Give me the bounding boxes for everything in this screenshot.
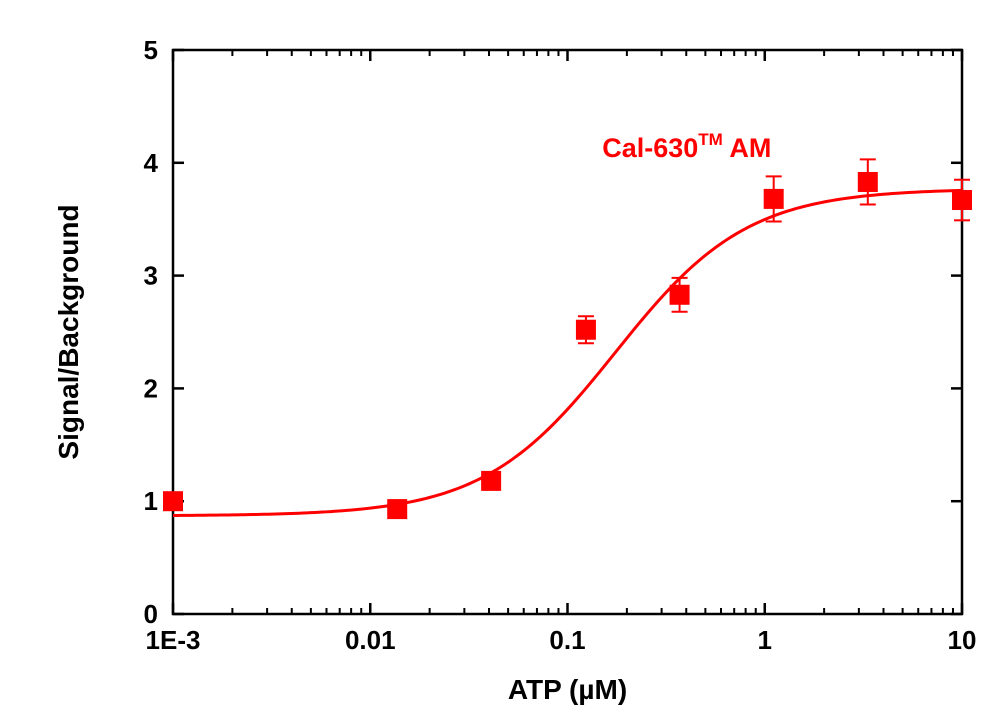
fit-curve <box>173 190 962 515</box>
data-marker <box>163 491 183 511</box>
series-label: Cal-630TM AM <box>602 130 771 163</box>
data-marker <box>576 320 596 340</box>
y-tick-label: 3 <box>144 261 158 291</box>
x-tick-label: 0.1 <box>549 625 585 655</box>
data-marker <box>952 190 972 210</box>
plot-frame <box>173 50 962 614</box>
data-marker <box>387 499 407 519</box>
y-tick-label: 0 <box>144 599 158 629</box>
chart-svg: 1E-3 0.01 0.1 1 10 ATP (µM) 0 1 2 3 4 5 Signal/Backg… <box>0 0 999 727</box>
data-marker <box>670 285 690 305</box>
x-tick-label: 10 <box>948 625 977 655</box>
x-tick-label: 1 <box>758 625 772 655</box>
data-marker <box>481 471 501 491</box>
x-axis-label: ATP (µM) <box>508 674 627 705</box>
y-tick-label: 2 <box>144 373 158 403</box>
data-marker <box>858 172 878 192</box>
y-tick-label: 4 <box>144 148 159 178</box>
x-tick-label: 1E-3 <box>146 625 201 655</box>
y-axis-label: Signal/Background <box>53 204 84 459</box>
y-tick-label: 1 <box>144 486 158 516</box>
data-marker <box>764 189 784 209</box>
y-tick-label: 5 <box>144 35 158 65</box>
dose-response-chart: 1E-3 0.01 0.1 1 10 ATP (µM) 0 1 2 3 4 5 Signal/Backg… <box>0 0 999 727</box>
x-tick-label: 0.01 <box>345 625 396 655</box>
